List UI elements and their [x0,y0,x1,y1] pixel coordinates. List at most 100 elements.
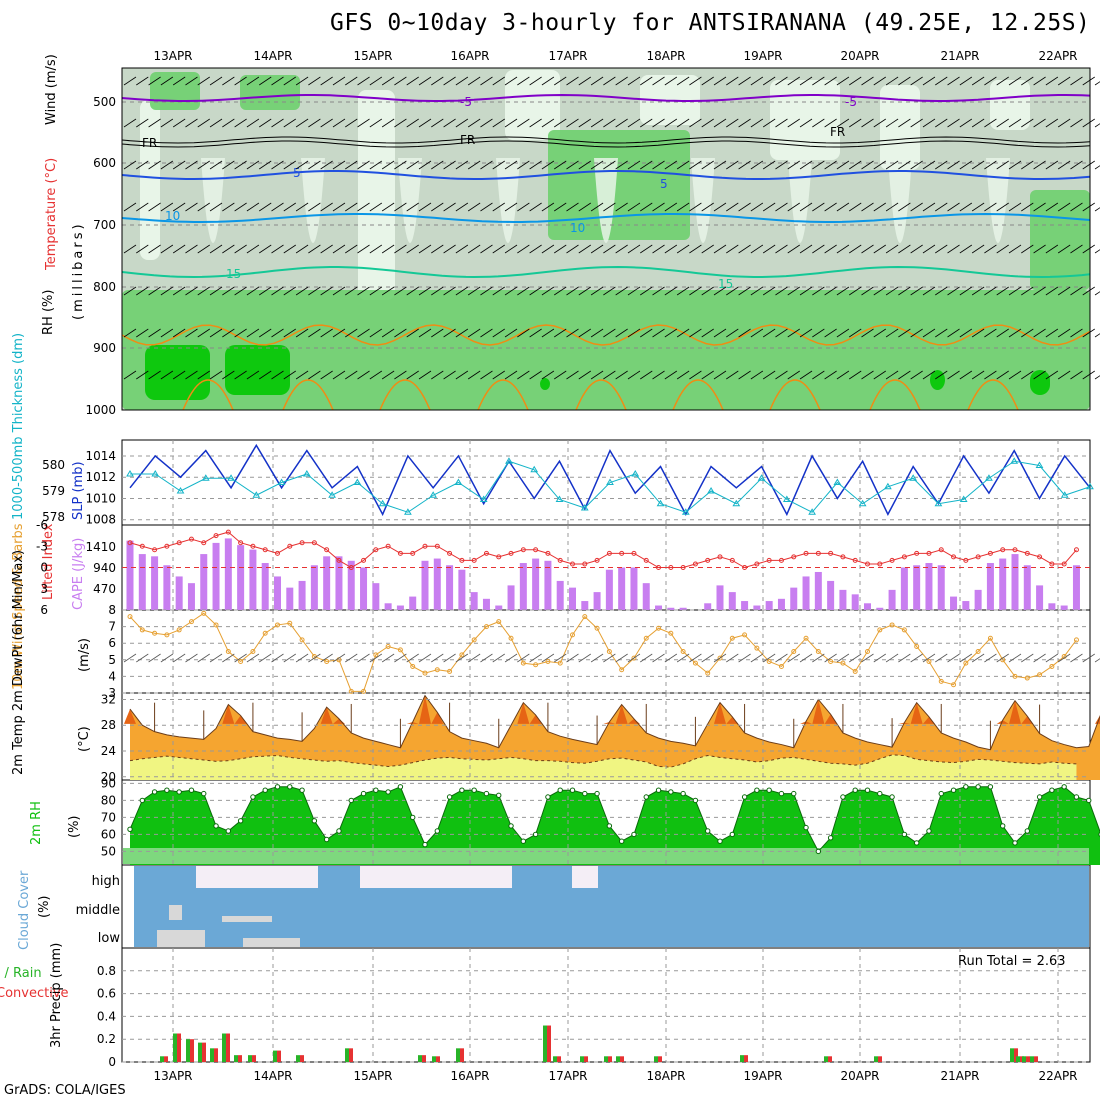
axis-tick-label: 3 [40,582,48,596]
thickness-marker [681,508,690,515]
wind-barb [148,286,161,296]
wind10-barb [1008,653,1022,663]
wind-barb [1045,76,1059,86]
wind-barb [615,328,628,338]
wind-speed-marker [434,667,440,673]
wind10-barb [381,653,395,663]
wind-barb [578,370,592,380]
wind-barb [922,76,936,86]
cloud-high-clear [196,866,318,888]
wind-barb [332,370,346,380]
date-tick-bottom: 17APR [548,1069,587,1083]
li-marker [1061,561,1067,567]
wind-barb [209,286,223,296]
wind-speed-marker [656,625,662,631]
wind-barb [984,328,997,338]
wind-barb [148,370,161,380]
wind-barb [959,370,973,380]
wind-barb [861,118,874,128]
wind10-barb [1045,653,1059,663]
wind-barb [283,76,297,86]
li-marker [828,550,834,556]
wind-barb [406,244,419,254]
wind-barb [295,118,309,128]
wind10-barb [640,653,653,663]
wind-barb [136,76,149,86]
wind10-barb [357,653,370,663]
wind10-barb [234,653,247,663]
wind-barb [738,160,751,170]
rh2m-marker [188,787,195,793]
wind-barb [885,328,899,338]
wind10-barb [664,653,678,663]
axis-tick-label: 470 [93,582,116,596]
li-marker [410,550,416,556]
wind10-barb [935,653,948,663]
wind-barb [713,160,727,170]
wind-barb [762,244,776,254]
wind-barb [996,286,1009,296]
wind-barb [873,328,887,338]
wind-barb [1094,249,1100,254]
wind-speed-marker [668,630,674,636]
wind-barb [209,160,223,170]
wind-barb [873,370,887,380]
cape-bar [581,601,589,610]
cape-bar [433,558,441,610]
wind-barb [676,370,690,380]
wind-barb [283,244,297,254]
wind-speed-marker [557,660,563,666]
wind10-barb [541,653,555,663]
li-label: Lifted Index [41,523,56,600]
wind-barb [726,118,739,128]
wind-barb [615,202,628,212]
wind-barb [676,328,690,338]
wind-speed-marker [188,619,194,625]
rh2m-marker [815,848,822,855]
wind-barb [172,118,186,128]
wind10-barb [1057,653,1071,663]
wind-barb [271,118,284,128]
rh-dark-green [145,345,210,400]
date-tick-top: 14APR [253,49,292,63]
li-marker [533,547,539,553]
wind-barb [369,244,383,254]
thickness-marker [580,504,589,511]
wind-barb [701,160,714,170]
wind10-barb [246,653,260,663]
axis-tick-label: 1008 [85,513,116,527]
wind-barb [369,160,383,170]
wind-speed-marker [410,663,416,669]
wind-barb [1057,76,1071,86]
li-marker [963,557,969,563]
wind-barb [431,160,444,170]
wind-barb [357,244,370,254]
isotherm-25 [869,379,921,411]
wind-barb [1094,165,1100,170]
wind10-barb [295,653,309,663]
rh2m-marker [618,838,625,844]
wind-barb [984,244,997,254]
rh2m-marker [1086,797,1092,804]
wind-speed-marker [914,644,920,650]
wind-barb [492,118,505,128]
wind-barb [1033,202,1046,212]
wind-speed-marker [397,647,403,653]
wind-barb [726,76,739,86]
wind-barb [504,202,518,212]
wind-barb [394,244,407,254]
wind-barb [873,202,887,212]
wind-barb [258,160,272,170]
wind-barb [1021,160,1034,170]
wind-barb [271,370,284,380]
axis-tick-label: 8 [108,603,116,617]
isotherm-15 [121,265,1091,279]
wind-barb [185,118,198,128]
li-marker [606,550,612,556]
precip-convective-bar [620,1056,624,1062]
wind-barb [861,160,874,170]
wind-barb [258,286,272,296]
wind-barb [652,76,665,86]
cape-bar [544,560,552,610]
li-marker [164,543,170,549]
